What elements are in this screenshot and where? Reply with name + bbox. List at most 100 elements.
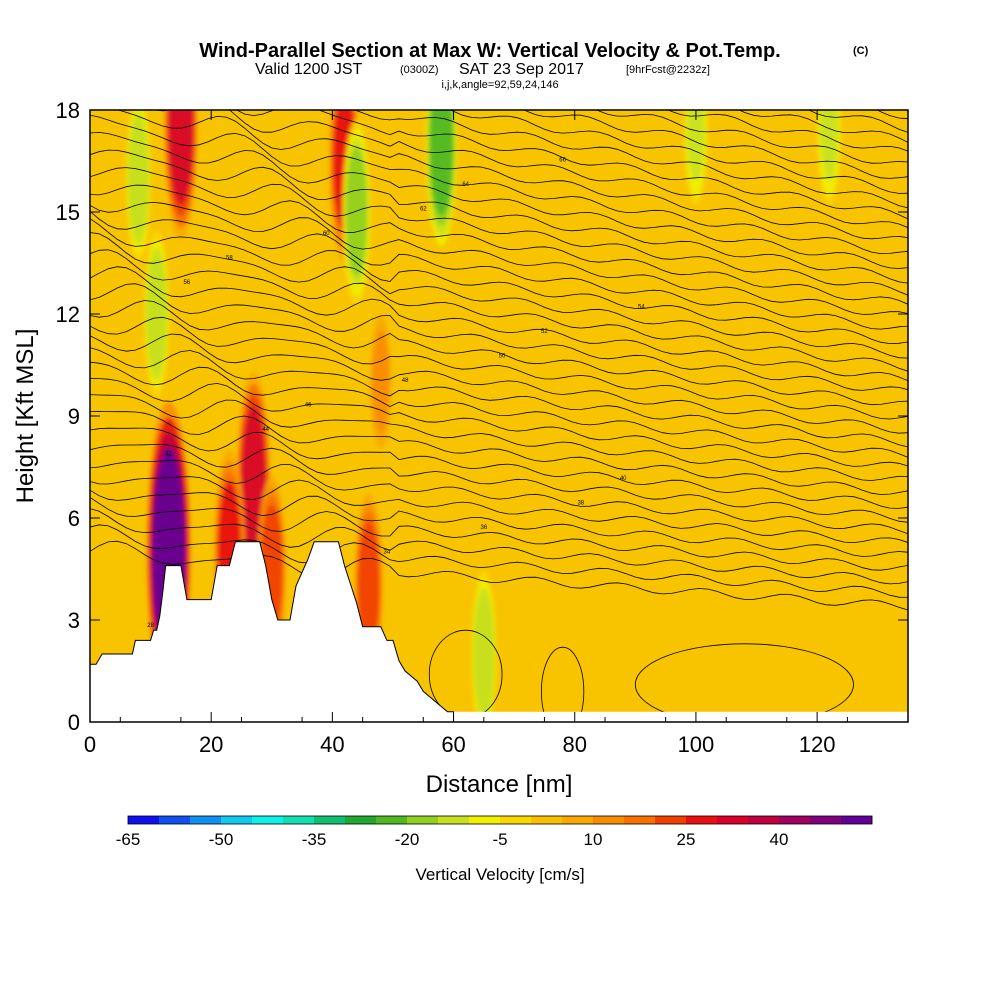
plot-area: 2830323436384042444648505254565860626466 [90, 110, 908, 722]
theta-contour-line [353, 110, 908, 209]
subtitle-ijk: i,j,k,angle=92,59,24,146 [441, 79, 558, 91]
colorbar-segment [717, 816, 749, 824]
theta-contour-line [90, 476, 908, 544]
theta-contour-label: 40 [620, 476, 627, 482]
theta-contour-line [449, 110, 908, 194]
theta-contour-line [152, 110, 908, 228]
theta-contour-label: 50 [499, 354, 506, 360]
colorbar-segment [686, 816, 718, 824]
y-tick-label: 18 [56, 98, 80, 123]
colorbar-segment [283, 816, 315, 824]
theta-contour-label: 54 [638, 305, 645, 311]
terrain [90, 541, 455, 722]
theta-contour-line [90, 114, 908, 255]
colorbar-segment [376, 816, 408, 824]
y-tick-label: 12 [56, 302, 80, 327]
theta-contour-line [90, 410, 908, 495]
theta-contour-line [90, 524, 908, 598]
x-tick-label: 120 [799, 732, 836, 757]
x-tick-label: 60 [441, 732, 465, 757]
colorbar-segment [252, 816, 284, 824]
theta-contour-line [90, 232, 908, 359]
colorbar-tick-label: -20 [395, 830, 420, 849]
downdraft-core [346, 147, 368, 277]
colorbar-segment [779, 816, 811, 824]
theta-contour-line [90, 300, 908, 406]
chart-title-unit: (C) [853, 45, 869, 57]
x-axis-label: Distance [nm] [426, 771, 573, 798]
y-tick-label: 15 [56, 200, 80, 225]
theta-contour-label: 60 [323, 231, 330, 237]
theta-contour-line [634, 643, 854, 722]
y-tick-label: 3 [68, 608, 80, 633]
theta-contour-line [90, 167, 908, 296]
no-data-band [453, 711, 908, 722]
theta-contour-line [738, 110, 908, 143]
theta-contour-label: 48 [402, 378, 409, 384]
theta-contour-label: 56 [184, 280, 191, 286]
colorbar-tick-label: -50 [209, 830, 234, 849]
subtitle-valid: Valid 1200 JST [255, 61, 363, 78]
colorbar-tick-label: 40 [770, 830, 789, 849]
theta-contour-line [90, 508, 908, 585]
theta-contour-line [90, 347, 908, 448]
theta-contour-line [90, 333, 908, 434]
colorbar-segment [469, 816, 501, 824]
theta-contour-label: 62 [420, 207, 427, 213]
theta-contour-label: 58 [226, 256, 233, 262]
theta-contour-line [90, 184, 908, 305]
colorbar-segment [407, 816, 439, 824]
theta-contour-line [90, 266, 908, 382]
colorbar-segment [531, 816, 563, 824]
colorbar-segment [345, 816, 377, 824]
colorbar-ticks: -65 -50 -35 -20 -5 10 25 40 [116, 830, 789, 849]
theta-contour-line [116, 110, 908, 240]
colorbar-segment [655, 816, 687, 824]
colorbar-segment [593, 816, 625, 824]
theta-contour-line [90, 497, 908, 571]
theta-contour-line [90, 489, 908, 557]
theta-contour-line [90, 201, 908, 315]
theta-contour-line [595, 110, 908, 164]
theta-contour-line [90, 149, 908, 284]
colorbar-segment [748, 816, 780, 824]
colorbar-tick-label: -5 [492, 830, 507, 849]
colorbar-tick-label: -35 [302, 830, 327, 849]
downdraft-core [686, 110, 705, 181]
x-tick-label: 40 [320, 732, 344, 757]
theta-contours [90, 110, 908, 722]
updraft-core [168, 110, 194, 205]
colorbar-segment [841, 816, 873, 824]
subtitle-date: SAT 23 Sep 2017 [459, 61, 584, 78]
colorbar-tick-label: 10 [584, 830, 603, 849]
theta-contour-label: 34 [384, 549, 391, 555]
theta-contour-line [90, 218, 908, 345]
colorbar-segment [314, 816, 346, 824]
colorbar-frame [127, 815, 873, 825]
colorbar-tick-label: -65 [116, 830, 141, 849]
y-tick-label: 6 [68, 506, 80, 531]
downdraft-core [820, 110, 839, 181]
x-axis: 0 20 40 60 80 100 120 [84, 110, 848, 757]
y-axis-label: Height [Kft MSL] [12, 329, 39, 504]
theta-contour-label: 42 [165, 451, 172, 457]
theta-contour-line [90, 361, 908, 458]
x-tick-label: 100 [678, 732, 715, 757]
x-tick-label: 80 [562, 732, 586, 757]
theta-contour-line [90, 460, 908, 535]
y-tick-label: 0 [68, 710, 80, 735]
theta-contour-label: 38 [577, 500, 584, 506]
theta-contour-line [90, 316, 908, 420]
theta-contour-line [90, 377, 908, 467]
theta-contour-label: 28 [147, 623, 154, 629]
updraft-core [372, 330, 390, 434]
theta-contour-line [90, 540, 908, 611]
theta-contour-line [90, 394, 908, 481]
subtitle-z: (0300Z) [400, 64, 439, 76]
colorbar-label: Vertical Velocity [cm/s] [415, 865, 584, 884]
colorbar-segment [624, 816, 656, 824]
theta-contour-label: 66 [559, 158, 566, 164]
colorbar-segment [562, 816, 594, 824]
